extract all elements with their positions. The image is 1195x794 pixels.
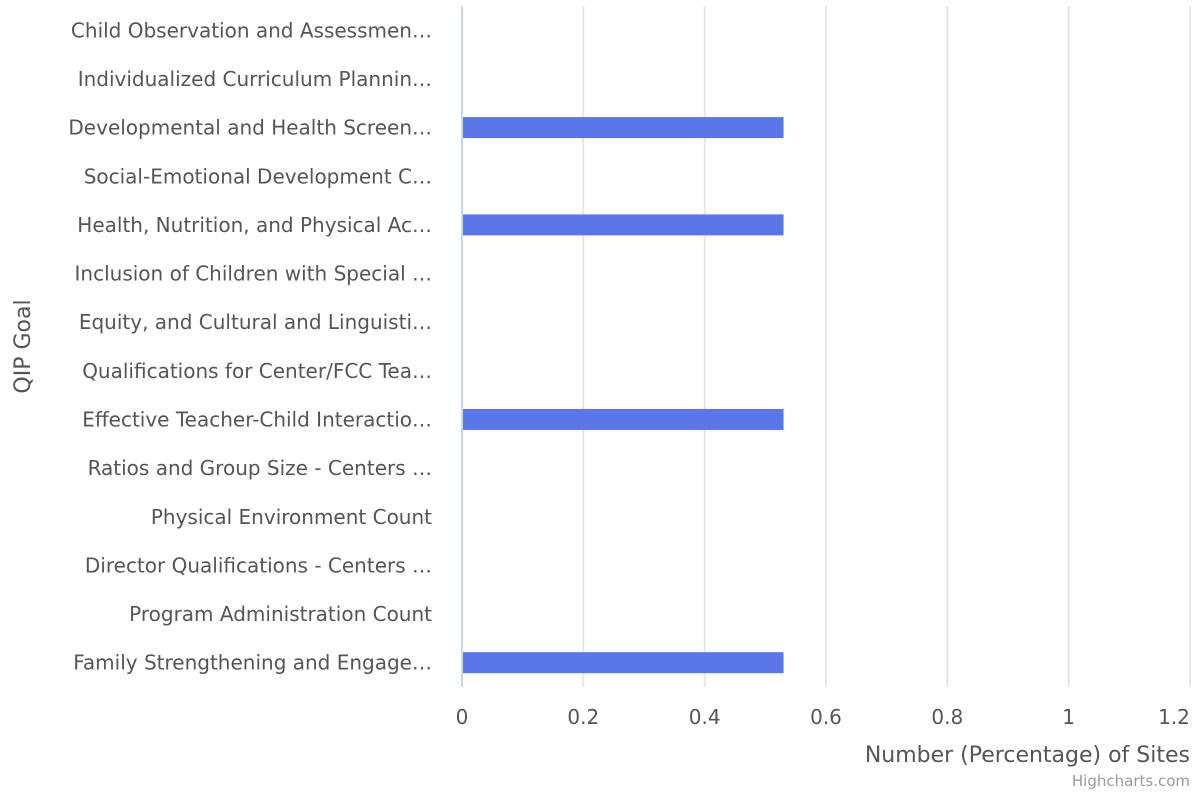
bar[interactable] xyxy=(462,408,784,430)
category-label: Qualifications for Center/FCC Tea… xyxy=(82,359,432,383)
grid-lines xyxy=(582,6,1191,687)
category-label: Child Observation and Assessmen… xyxy=(71,18,432,42)
x-tick-label: 0.2 xyxy=(567,705,599,729)
bar[interactable] xyxy=(462,214,784,236)
x-tick-label: 0.8 xyxy=(931,705,963,729)
x-tick-label: 1.2 xyxy=(1158,705,1190,729)
category-label: Health, Nutrition, and Physical Ac… xyxy=(77,213,432,237)
category-label: Social-Emotional Development C… xyxy=(84,164,432,188)
category-label: Physical Environment Count xyxy=(151,505,432,529)
category-label: Effective Teacher-Child Interactio… xyxy=(82,407,432,431)
x-tick-labels: 0 0.2 0.4 0.6 0.8 1 1.2 xyxy=(456,705,1190,729)
category-label: Developmental and Health Screen… xyxy=(68,116,432,140)
credits-link[interactable]: Highcharts.com xyxy=(1072,772,1190,790)
category-label: Ratios and Group Size - Centers … xyxy=(88,456,432,480)
x-tick-label: 1 xyxy=(1062,705,1075,729)
x-axis-title: Number (Percentage) of Sites xyxy=(865,743,1190,768)
category-label: Family Strengthening and Engage… xyxy=(73,651,432,675)
category-label: Program Administration Count xyxy=(129,602,432,626)
category-label: Inclusion of Children with Special … xyxy=(75,262,432,286)
bar[interactable] xyxy=(462,652,784,674)
x-tick-label: 0.6 xyxy=(810,705,842,729)
category-labels: Child Observation and Assessmen… Individu… xyxy=(68,18,432,674)
category-label: Equity, and Cultural and Linguisti… xyxy=(79,310,432,334)
x-tick-label: 0.4 xyxy=(689,705,721,729)
bars xyxy=(462,117,784,674)
category-label: Director Qualifications - Centers … xyxy=(85,553,432,577)
y-axis-title: QIP Goal xyxy=(11,299,36,393)
bar[interactable] xyxy=(462,117,784,139)
x-tick-label: 0 xyxy=(456,705,469,729)
category-label: Individualized Curriculum Plannin… xyxy=(78,67,432,91)
